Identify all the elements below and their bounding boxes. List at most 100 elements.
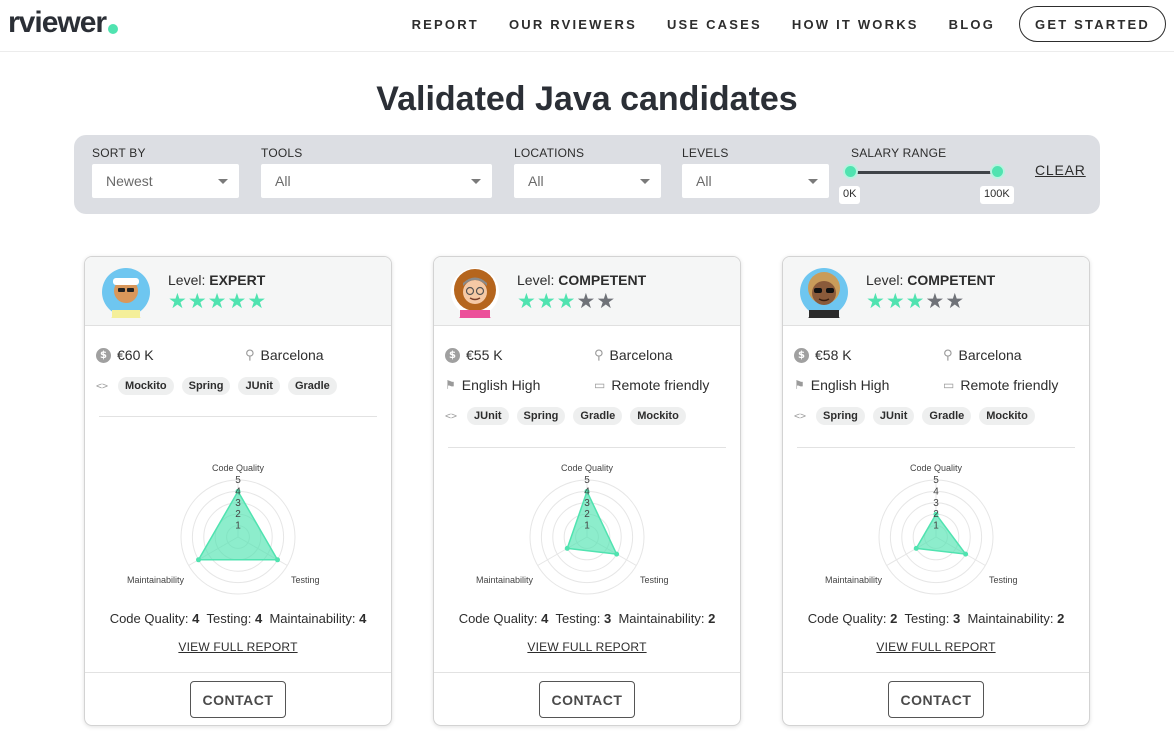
- card-header: Level: COMPETENT ★ ★ ★ ★ ★: [783, 257, 1089, 326]
- view-full-report-link[interactable]: VIEW FULL REPORT: [527, 640, 647, 654]
- laptop-icon: ▭: [594, 378, 606, 392]
- language-value: English High: [810, 377, 890, 393]
- radar-tick-label: 4: [933, 486, 939, 497]
- salary-min-handle[interactable]: [843, 164, 858, 179]
- radar-tick-label: 1: [933, 521, 939, 532]
- location-value: Barcelona: [958, 347, 1022, 363]
- divider: [99, 416, 377, 417]
- divider: [797, 447, 1075, 448]
- salary-value: €58 K: [815, 347, 852, 363]
- star-icon: ★: [187, 289, 207, 313]
- contact-button[interactable]: CONTACT: [888, 681, 984, 718]
- radar-point: [196, 557, 202, 563]
- salary-max-value: 100K: [980, 186, 1014, 204]
- logo-text: rviewer: [8, 6, 107, 39]
- star-icon: ★: [885, 289, 905, 313]
- testing-label: Testing:: [206, 611, 252, 626]
- tool-tag: Gradle: [922, 407, 972, 425]
- radar-tick-label: 2: [933, 509, 939, 520]
- code-quality-score: 4: [192, 611, 200, 626]
- locations-select[interactable]: All: [514, 164, 661, 198]
- contact-button[interactable]: CONTACT: [539, 681, 635, 718]
- code-quality-label: Code Quality:: [109, 611, 189, 626]
- divider: [448, 447, 726, 448]
- view-full-report-link[interactable]: VIEW FULL REPORT: [178, 640, 298, 654]
- location-info: ⚲ Barcelona: [245, 347, 324, 363]
- main-nav: REPORT OUR RVIEWERS USE CASES HOW IT WOR…: [382, 6, 1166, 42]
- radar-axis-label-maintainability: Maintainability: [825, 575, 883, 585]
- rating-stars: ★ ★ ★ ★ ★: [168, 291, 267, 312]
- level-text: Level: COMPETENT: [517, 272, 646, 288]
- sort-by-select[interactable]: Newest: [92, 164, 239, 198]
- clear-filters-link[interactable]: CLEAR: [1035, 162, 1086, 178]
- radar-tick-label: 3: [235, 498, 241, 509]
- radar-point: [963, 551, 969, 557]
- location-info: ⚲ Barcelona: [594, 347, 673, 363]
- view-full-report-link[interactable]: VIEW FULL REPORT: [876, 640, 996, 654]
- site-header: rviewer REPORT OUR RVIEWERS USE CASES HO…: [0, 0, 1174, 52]
- locations-label: LOCATIONS: [514, 146, 585, 160]
- tools-select[interactable]: All: [261, 164, 492, 198]
- radar-tick-label: 2: [584, 509, 590, 520]
- salary-value: €55 K: [466, 347, 503, 363]
- salary-slider-track[interactable]: [851, 171, 998, 174]
- card-footer: CONTACT: [434, 672, 740, 725]
- tool-tag: Gradle: [573, 407, 623, 425]
- maintainability-score: 2: [708, 611, 716, 626]
- chevron-down-icon: [218, 179, 228, 184]
- logo[interactable]: rviewer: [8, 6, 119, 40]
- card-footer: CONTACT: [85, 672, 391, 725]
- candidate-card: Level: COMPETENT ★ ★ ★ ★ ★ $ €58 K ⚲ Barcelona ⚑ En…: [782, 256, 1090, 726]
- maintainability-score: 2: [1057, 611, 1065, 626]
- nav-blog[interactable]: BLOG: [948, 16, 996, 32]
- star-icon: ★: [576, 289, 596, 313]
- radar-tick-label: 2: [235, 509, 241, 520]
- nav-how-it-works[interactable]: HOW IT WORKS: [791, 16, 919, 32]
- radar-tick-label: 3: [584, 498, 590, 509]
- radar-tick-label: 4: [235, 486, 241, 497]
- nav-report[interactable]: REPORT: [411, 16, 479, 32]
- salary-info: $ €60 K: [96, 347, 154, 363]
- nav-our-rviewers[interactable]: OUR RVIEWERS: [508, 16, 637, 32]
- radar-tick-label: 4: [584, 486, 590, 497]
- tool-tag: Spring: [816, 407, 865, 425]
- testing-score: 4: [254, 611, 263, 626]
- testing-score: 3: [952, 611, 961, 626]
- salary-value: €60 K: [117, 347, 154, 363]
- card-header: Level: COMPETENT ★ ★ ★ ★ ★: [434, 257, 740, 326]
- location-pin-icon: ⚲: [943, 347, 953, 363]
- level-value: COMPETENT: [558, 272, 647, 288]
- tool-tags: <> Spring JUnit Gradle Mockito: [794, 407, 1043, 425]
- chevron-down-icon: [808, 179, 818, 184]
- radar-axis-label-maintainability: Maintainability: [476, 575, 534, 585]
- location-value: Barcelona: [609, 347, 673, 363]
- salary-max-handle[interactable]: [990, 164, 1005, 179]
- radar-point: [584, 488, 590, 494]
- contact-button[interactable]: CONTACT: [190, 681, 286, 718]
- maintainability-score: 4: [359, 611, 367, 626]
- radar-score-area: [566, 489, 618, 555]
- testing-label: Testing:: [904, 611, 950, 626]
- tool-tags: <> Mockito Spring JUnit Gradle: [96, 377, 345, 395]
- radar-axis-label-code-quality: Code Quality: [212, 463, 265, 473]
- nav-use-cases[interactable]: USE CASES: [666, 16, 762, 32]
- score-summary: Code Quality: 4 Testing: 4 Maintainabili…: [85, 611, 391, 626]
- tool-tag: Gradle: [287, 377, 337, 395]
- tool-tag: Mockito: [979, 407, 1035, 425]
- get-started-button[interactable]: GET STARTED: [1019, 6, 1166, 42]
- radar-point: [913, 545, 919, 551]
- star-icon: ★: [227, 289, 247, 313]
- tool-tag: JUnit: [238, 377, 280, 395]
- code-icon: <>: [445, 410, 458, 422]
- logo-dot-icon: [108, 24, 119, 34]
- radar-tick-label: 5: [235, 475, 241, 486]
- tool-tag: Mockito: [118, 377, 174, 395]
- level-prefix: Level:: [866, 272, 908, 288]
- radar-score-area: [915, 512, 968, 556]
- laptop-icon: ▭: [943, 378, 955, 392]
- level-text: Level: COMPETENT: [866, 272, 995, 288]
- levels-select[interactable]: All: [682, 164, 829, 198]
- dollar-coin-icon: $: [96, 347, 111, 363]
